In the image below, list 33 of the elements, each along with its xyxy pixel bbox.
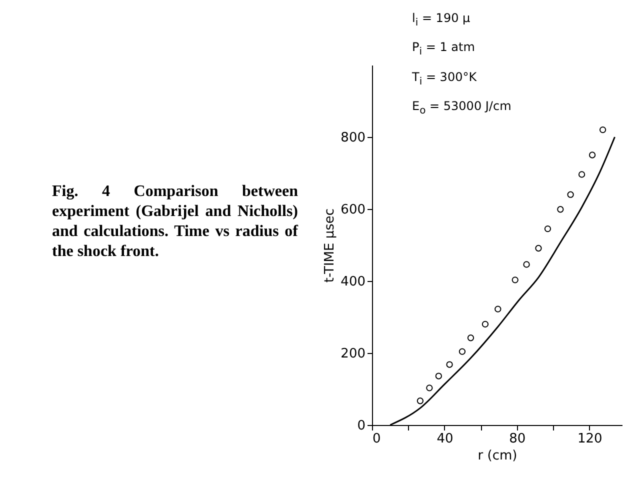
caption: Fig. 4 Comparison between experiment (Gabrijel and Nicholls) and calculations. Time vs radius of the shock front. xyxy=(52,182,298,262)
y-tick-label: 400 xyxy=(340,274,366,290)
x-axis-title: r (cm) xyxy=(478,448,518,464)
y-axis-title: t-TIME μsec xyxy=(322,208,338,283)
annotation: T$_{i}$ = 300°K xyxy=(412,68,478,90)
y-tick-label: 600 xyxy=(340,202,366,218)
point xyxy=(567,191,574,198)
x-tick-label: 0 xyxy=(372,432,381,446)
y-tick-label: 200 xyxy=(340,346,366,362)
point xyxy=(467,334,474,342)
x-tick-label: 40 xyxy=(436,432,454,446)
point xyxy=(416,398,424,404)
point xyxy=(494,306,502,312)
point xyxy=(578,171,586,178)
point xyxy=(458,348,466,355)
annotation: E$_{o}$ = 53000 J/cm xyxy=(412,98,512,119)
x-tick-label: 80 xyxy=(509,432,526,446)
point xyxy=(446,361,453,368)
point xyxy=(544,225,552,232)
point xyxy=(599,126,606,134)
text: P$_{i}$ = 1 atm xyxy=(412,39,476,60)
y-tick-label: 0 xyxy=(357,418,366,434)
point xyxy=(435,372,442,380)
point xyxy=(557,206,564,213)
y-tick-label: 800 xyxy=(340,130,366,146)
x-tick-label: 120 xyxy=(577,432,602,446)
point xyxy=(512,276,518,284)
point xyxy=(588,152,596,158)
point xyxy=(482,320,489,328)
point xyxy=(523,261,530,268)
point xyxy=(426,384,433,392)
point xyxy=(535,244,542,252)
text: l$_{i}$ = 190 μ xyxy=(412,10,472,30)
